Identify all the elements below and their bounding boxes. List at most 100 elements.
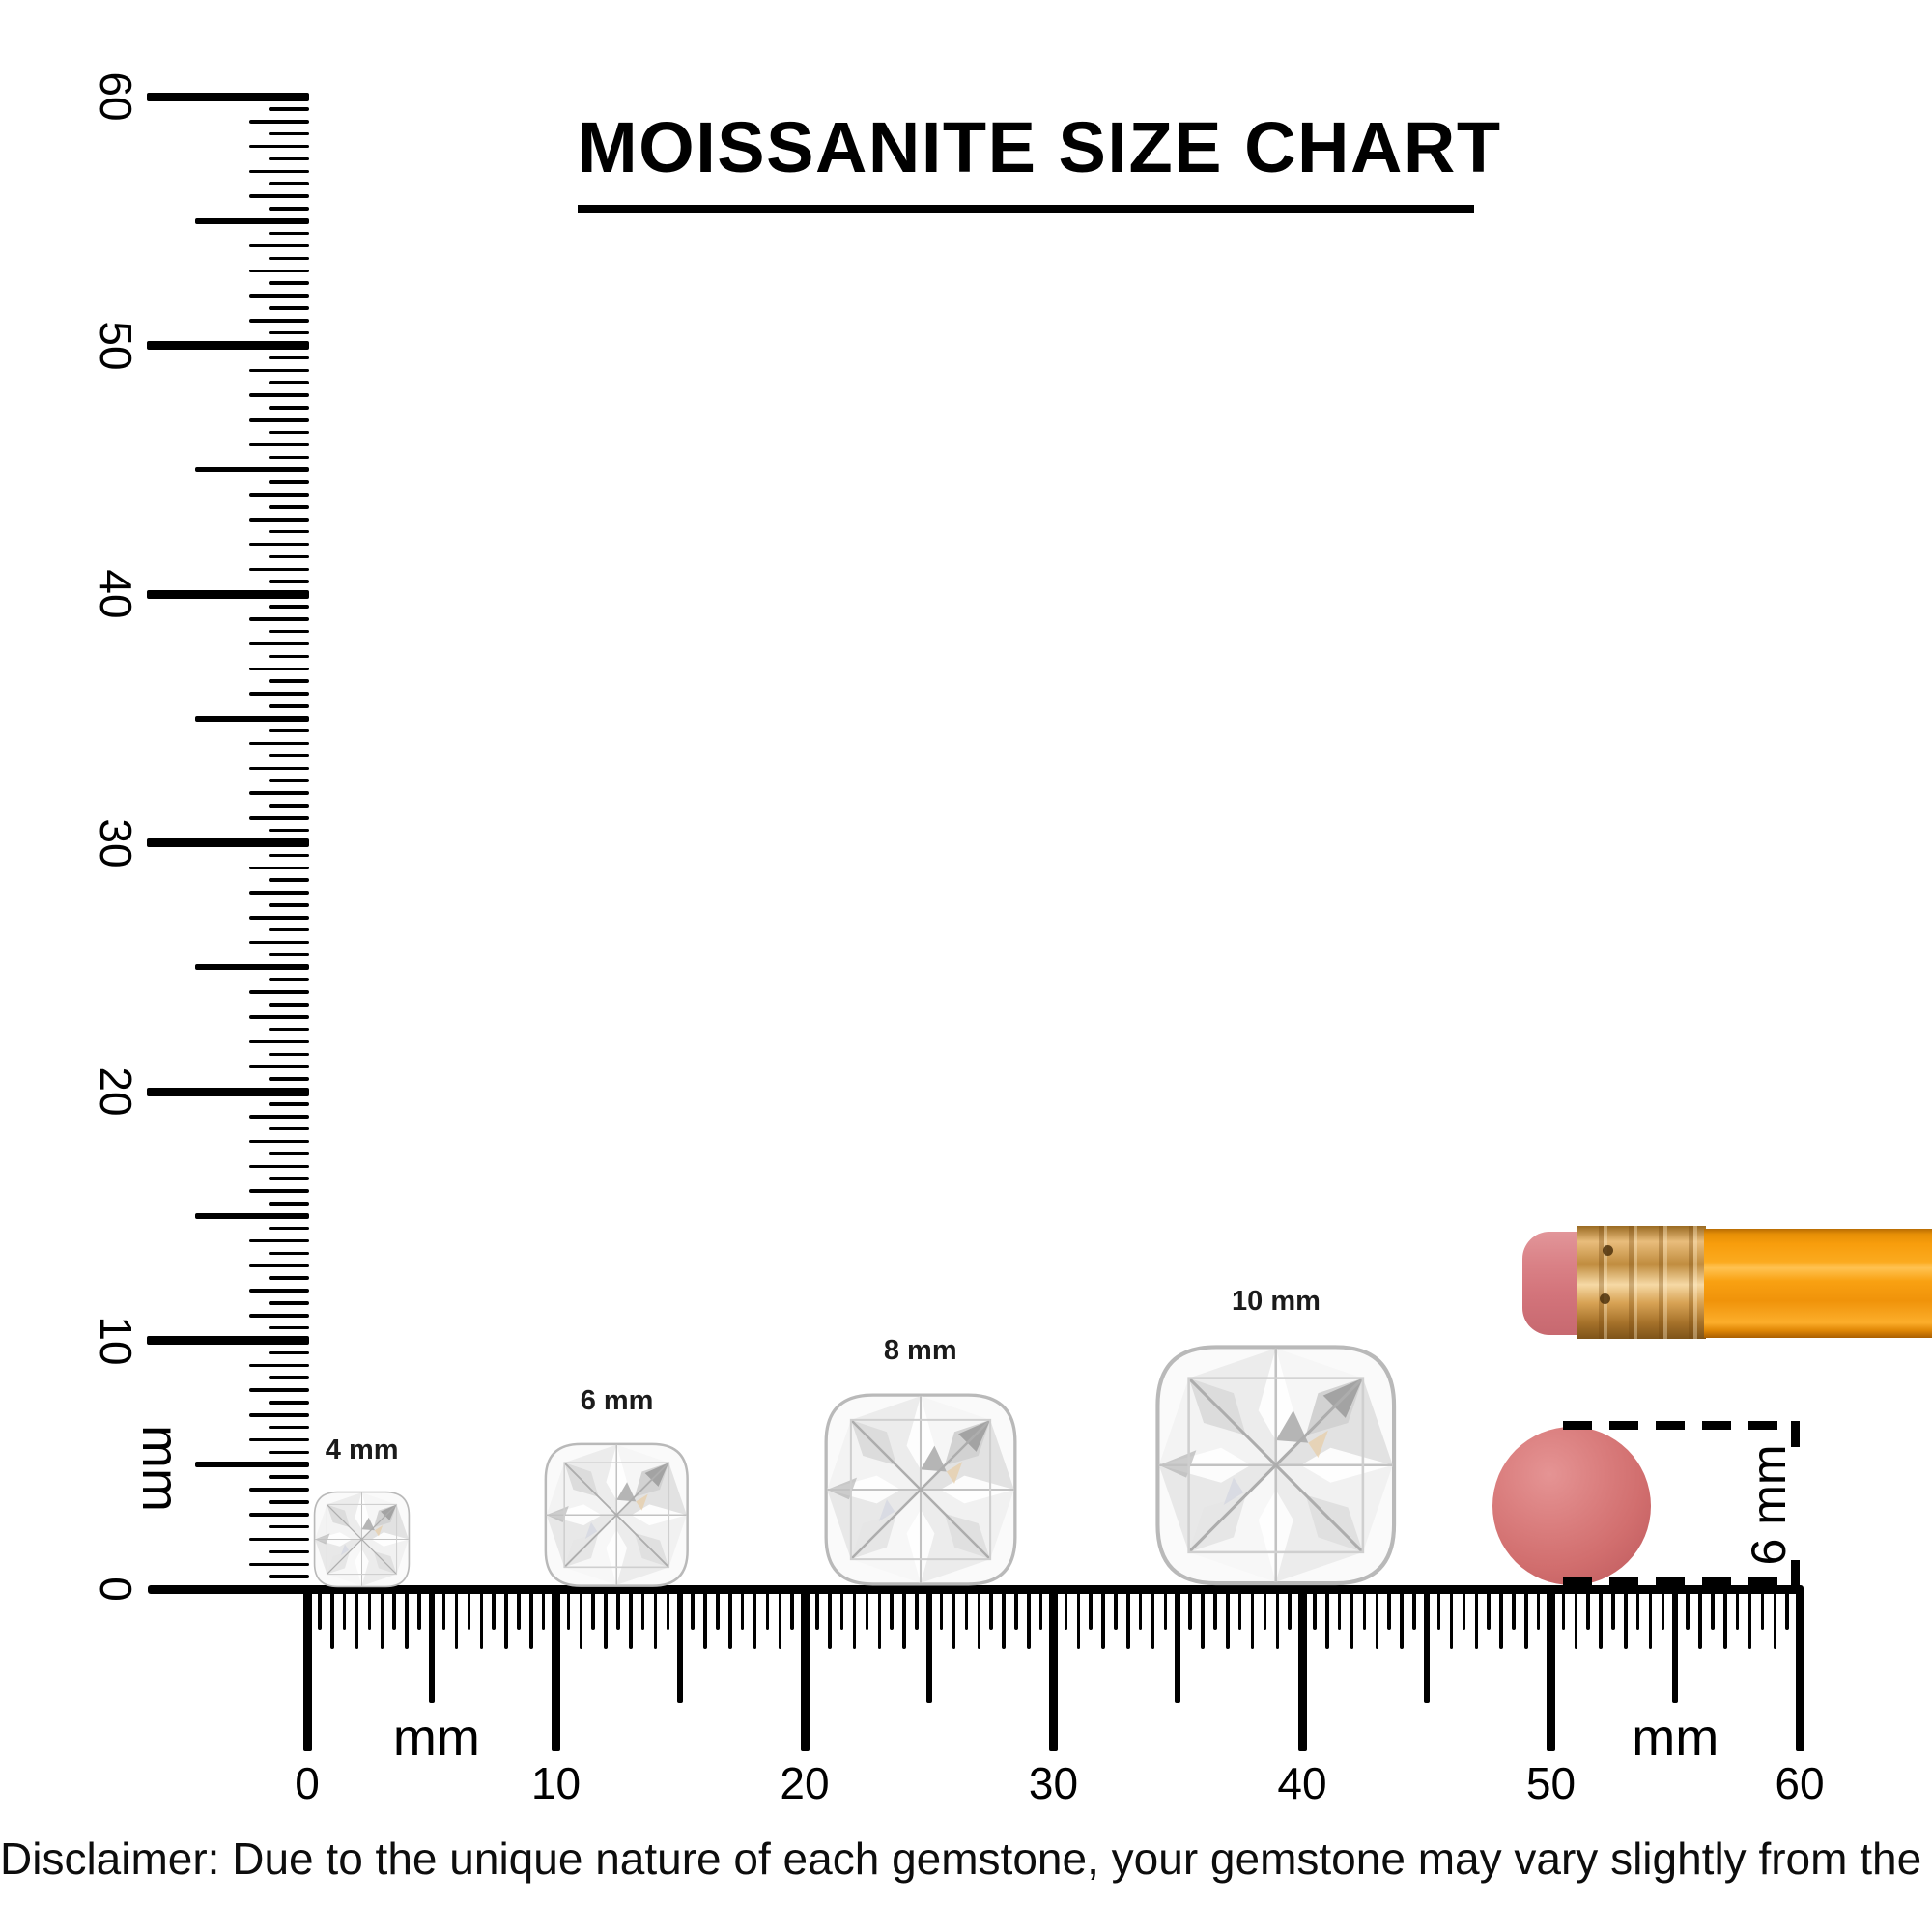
horizontal-ruler-unit-label: mm [1632,1709,1719,1767]
horizontal-ruler-tick [1635,1589,1640,1630]
horizontal-ruler-tick [1785,1589,1789,1630]
vertical-ruler-tick [269,355,309,360]
vertical-ruler-tick [269,1549,309,1554]
horizontal-ruler-tick [1795,1589,1804,1751]
vertical-ruler-tick [269,878,309,882]
vertical-ruler-tick [249,1363,309,1367]
vertical-ruler-tick [249,940,309,945]
horizontal-ruler-tick [890,1589,894,1630]
moissanite-gem [821,1390,1020,1589]
horizontal-ruler-tick [1325,1589,1329,1649]
vertical-ruler-tick [249,294,309,298]
vertical-ruler-tick [249,169,309,173]
vertical-ruler-number: 60 [91,71,141,122]
horizontal-ruler-tick [566,1589,571,1630]
horizontal-ruler-tick [640,1589,645,1630]
moissanite-gem [1151,1341,1401,1590]
horizontal-ruler-tick [1175,1589,1181,1703]
vertical-ruler-tick [249,766,309,770]
vertical-ruler-tick [249,791,309,795]
horizontal-ruler-tick [753,1589,757,1649]
horizontal-ruler-tick [417,1589,421,1630]
vertical-ruler-tick [195,715,309,722]
horizontal-ruler-tick [1512,1589,1516,1630]
vertical-ruler-tick [269,1202,309,1206]
vertical-ruler-tick [269,1077,309,1081]
horizontal-ruler-tick [405,1589,409,1649]
vertical-ruler-tick [269,853,309,858]
vertical-ruler-tick [249,243,309,248]
horizontal-ruler-tick [877,1589,881,1649]
horizontal-ruler-tick [989,1589,993,1630]
horizontal-ruler-tick [1163,1589,1168,1630]
disclaimer-text: Disclaimer: Due to the unique nature of … [0,1833,1932,1884]
horizontal-ruler-tick [839,1589,844,1630]
vertical-ruler-tick [269,1475,309,1479]
horizontal-ruler-tick [1499,1589,1503,1649]
pencil-body [1704,1229,1932,1338]
vertical-ruler-tick [269,952,309,957]
horizontal-ruler-tick [1226,1589,1230,1649]
horizontal-ruler-tick [1101,1589,1105,1649]
vertical-ruler-tick [269,654,309,659]
horizontal-ruler-tick [1313,1589,1317,1630]
horizontal-ruler-tick [629,1589,633,1649]
horizontal-ruler-tick [964,1589,969,1630]
horizontal-ruler-tick [604,1589,608,1649]
horizontal-ruler-tick [1138,1589,1143,1630]
horizontal-ruler-tick [740,1589,745,1630]
horizontal-ruler-tick [1297,1589,1307,1751]
horizontal-ruler-tick [1760,1589,1765,1630]
vertical-ruler-tick [249,1437,309,1442]
vertical-ruler-tick [269,679,309,683]
horizontal-ruler-tick [716,1589,720,1630]
vertical-ruler-tick [249,1562,309,1566]
vertical-ruler-tick [249,667,309,670]
vertical-ruler-tick [249,493,309,497]
horizontal-ruler-tick [925,1589,932,1703]
vertical-ruler-tick [249,1065,309,1068]
vertical-ruler-tick [195,217,309,224]
vertical-ruler-tick [269,629,309,634]
vertical-ruler-tick [269,1102,309,1106]
horizontal-ruler-tick [1375,1589,1378,1649]
horizontal-ruler-tick [865,1589,869,1630]
vertical-ruler-tick [195,964,309,971]
horizontal-ruler-tick [1624,1589,1628,1649]
moissanite-gem [312,1490,412,1589]
vertical-ruler-tick [269,1325,309,1330]
gem-size-label: 8 mm [883,1335,957,1366]
vertical-ruler-number: 30 [91,817,141,868]
horizontal-ruler-tick [467,1589,471,1630]
vertical-ruler-tick [195,1462,309,1468]
horizontal-ruler-tick [1237,1589,1242,1630]
horizontal-ruler-tick [1648,1589,1653,1649]
horizontal-ruler-tick [1263,1589,1267,1630]
vertical-ruler-tick [269,903,309,907]
horizontal-ruler-number: 50 [1525,1758,1577,1808]
horizontal-ruler-number: 40 [1277,1758,1327,1808]
horizontal-ruler-tick [1574,1589,1577,1649]
horizontal-ruler-tick [1151,1589,1155,1649]
horizontal-ruler-tick [977,1589,980,1649]
vertical-ruler-tick [269,330,309,335]
vertical-ruler-tick [249,319,309,323]
pencil-ferrule [1577,1226,1706,1339]
vertical-ruler-tick [269,1301,309,1305]
vertical-ruler-tick [249,269,309,272]
vertical-ruler-tick [195,1212,309,1219]
horizontal-ruler-tick [380,1589,384,1649]
vertical-ruler-tick [269,1350,309,1355]
vertical-ruler-tick [147,838,309,847]
horizontal-ruler-tick [691,1589,695,1630]
horizontal-ruler-tick [1423,1589,1430,1703]
vertical-ruler-tick [269,1401,309,1405]
horizontal-ruler-tick [392,1589,396,1630]
horizontal-ruler-tick [541,1589,546,1630]
horizontal-ruler-tick [1014,1589,1018,1630]
dimension-line-top [1563,1421,1800,1430]
horizontal-ruler-tick [1049,1589,1058,1751]
horizontal-ruler-tick [1201,1589,1205,1649]
vertical-ruler-tick [269,605,309,609]
vertical-ruler-tick [269,207,309,211]
